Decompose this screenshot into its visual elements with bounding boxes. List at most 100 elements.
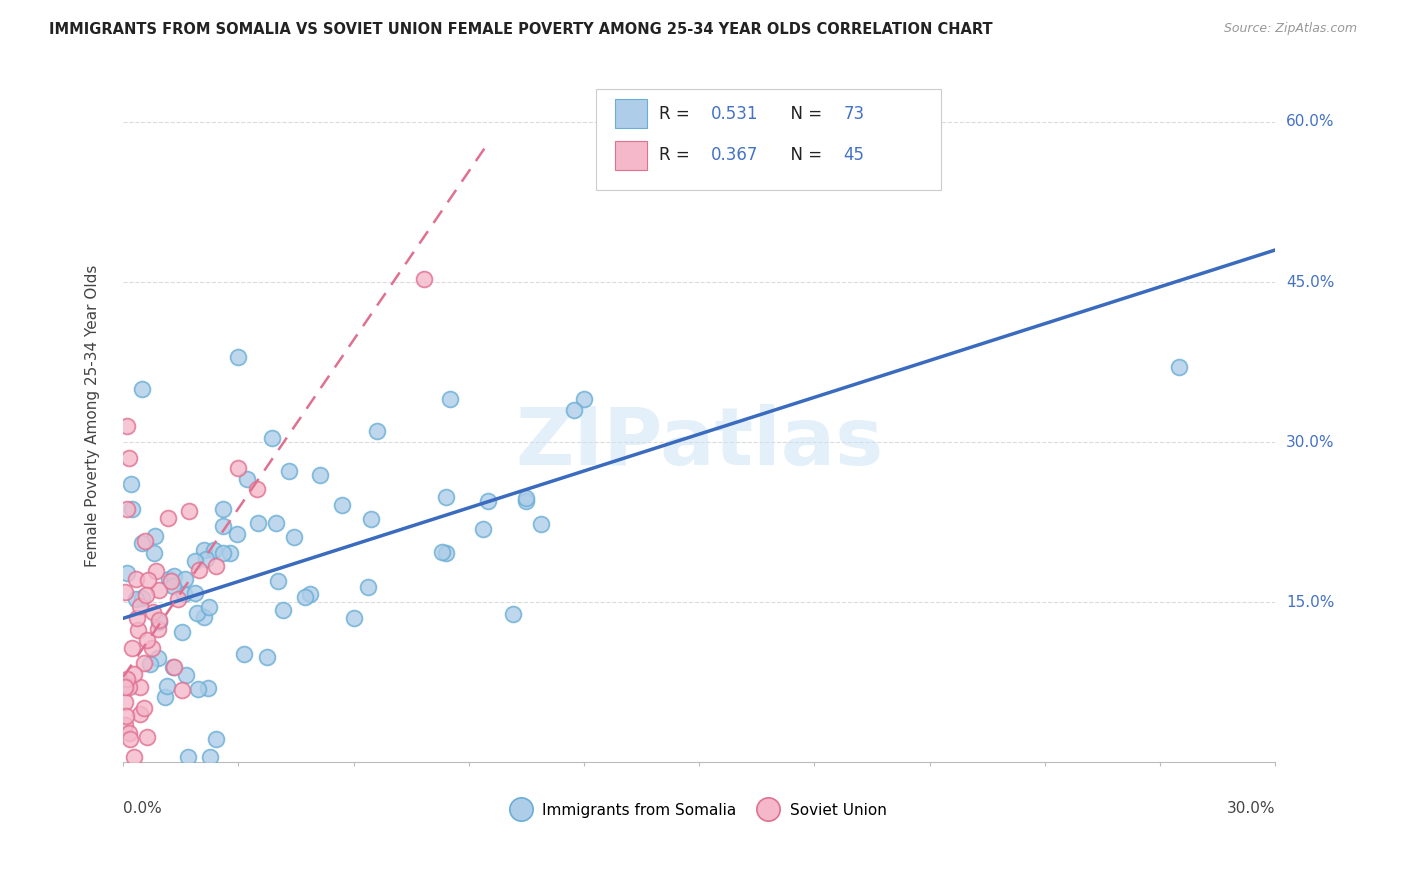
Text: R =: R = — [659, 146, 695, 164]
Point — [278, 464, 301, 478]
Point — [143, 546, 166, 560]
Point — [136, 730, 159, 744]
Y-axis label: Female Poverty Among 25-34 Year Olds: Female Poverty Among 25-34 Year Olds — [86, 264, 100, 566]
Point — [273, 603, 295, 617]
Point — [118, 451, 141, 466]
Point — [148, 651, 170, 665]
Point — [145, 529, 167, 543]
Point — [283, 530, 305, 544]
Text: 30.0%: 30.0% — [1286, 434, 1334, 450]
Point — [115, 678, 138, 692]
FancyBboxPatch shape — [614, 99, 647, 128]
Point — [162, 579, 184, 593]
Point — [131, 536, 153, 550]
Legend: Immigrants from Somalia, Soviet Union: Immigrants from Somalia, Soviet Union — [506, 796, 893, 824]
Point — [122, 750, 145, 764]
Point — [115, 673, 138, 687]
Point — [194, 551, 217, 566]
Point — [266, 574, 288, 589]
Point — [167, 592, 190, 607]
Point — [163, 569, 186, 583]
Point — [197, 681, 219, 695]
Point — [125, 572, 148, 586]
Point — [142, 605, 165, 619]
Point — [228, 350, 250, 364]
Text: 0.367: 0.367 — [710, 146, 758, 164]
Point — [434, 491, 457, 505]
Text: N =: N = — [780, 146, 827, 164]
Point — [232, 647, 254, 661]
Point — [125, 591, 148, 606]
Point — [294, 590, 316, 604]
Point — [121, 502, 143, 516]
Point — [477, 494, 499, 508]
Point — [155, 690, 177, 704]
Point — [366, 424, 388, 438]
Point — [141, 640, 163, 655]
Point — [226, 460, 249, 475]
Point — [204, 558, 226, 573]
Point — [157, 572, 180, 586]
Point — [193, 609, 215, 624]
Point — [471, 522, 494, 536]
Point — [434, 546, 457, 560]
Text: ZIPatlas: ZIPatlas — [515, 404, 883, 483]
Text: 45: 45 — [844, 146, 865, 164]
Point — [211, 502, 233, 516]
Text: N =: N = — [780, 104, 827, 122]
Point — [212, 519, 235, 533]
Point — [129, 706, 152, 721]
Point — [131, 382, 153, 396]
Point — [177, 504, 200, 518]
Point — [132, 656, 155, 670]
Point — [148, 582, 170, 597]
Text: 0.0%: 0.0% — [124, 801, 162, 816]
Point — [156, 679, 179, 693]
Point — [357, 580, 380, 594]
Point — [135, 588, 157, 602]
Point — [121, 641, 143, 656]
Point — [202, 543, 225, 558]
Point — [114, 585, 136, 599]
Point — [562, 403, 585, 417]
Point — [134, 534, 156, 549]
Point — [430, 545, 453, 559]
Point — [205, 732, 228, 747]
Point — [298, 587, 321, 601]
Point — [186, 606, 208, 620]
Point — [198, 600, 221, 615]
Point — [136, 633, 159, 648]
Point — [131, 591, 153, 606]
Text: R =: R = — [659, 104, 695, 122]
Point — [139, 657, 162, 671]
Point — [148, 615, 170, 629]
Point — [530, 516, 553, 531]
FancyBboxPatch shape — [596, 89, 941, 190]
Point — [187, 682, 209, 697]
Text: 30.0%: 30.0% — [1226, 801, 1275, 816]
Point — [1168, 360, 1191, 375]
Point — [193, 543, 215, 558]
Text: 45.0%: 45.0% — [1286, 275, 1334, 290]
Point — [260, 431, 283, 445]
Point — [115, 566, 138, 581]
Point — [572, 392, 595, 407]
Point — [174, 572, 197, 586]
FancyBboxPatch shape — [614, 141, 647, 169]
Point — [184, 586, 207, 600]
Point — [176, 750, 198, 764]
Point — [114, 681, 136, 695]
Point — [157, 511, 180, 525]
Point — [146, 622, 169, 636]
Point — [174, 668, 197, 682]
Point — [170, 624, 193, 639]
Point — [163, 660, 186, 674]
Point — [184, 554, 207, 568]
Text: IMMIGRANTS FROM SOMALIA VS SOVIET UNION FEMALE POVERTY AMONG 25-34 YEAR OLDS COR: IMMIGRANTS FROM SOMALIA VS SOVIET UNION … — [49, 22, 993, 37]
Point — [114, 718, 136, 732]
Point — [309, 468, 332, 483]
Point — [170, 683, 193, 698]
Point — [330, 498, 353, 512]
Point — [226, 526, 249, 541]
Point — [515, 491, 537, 505]
